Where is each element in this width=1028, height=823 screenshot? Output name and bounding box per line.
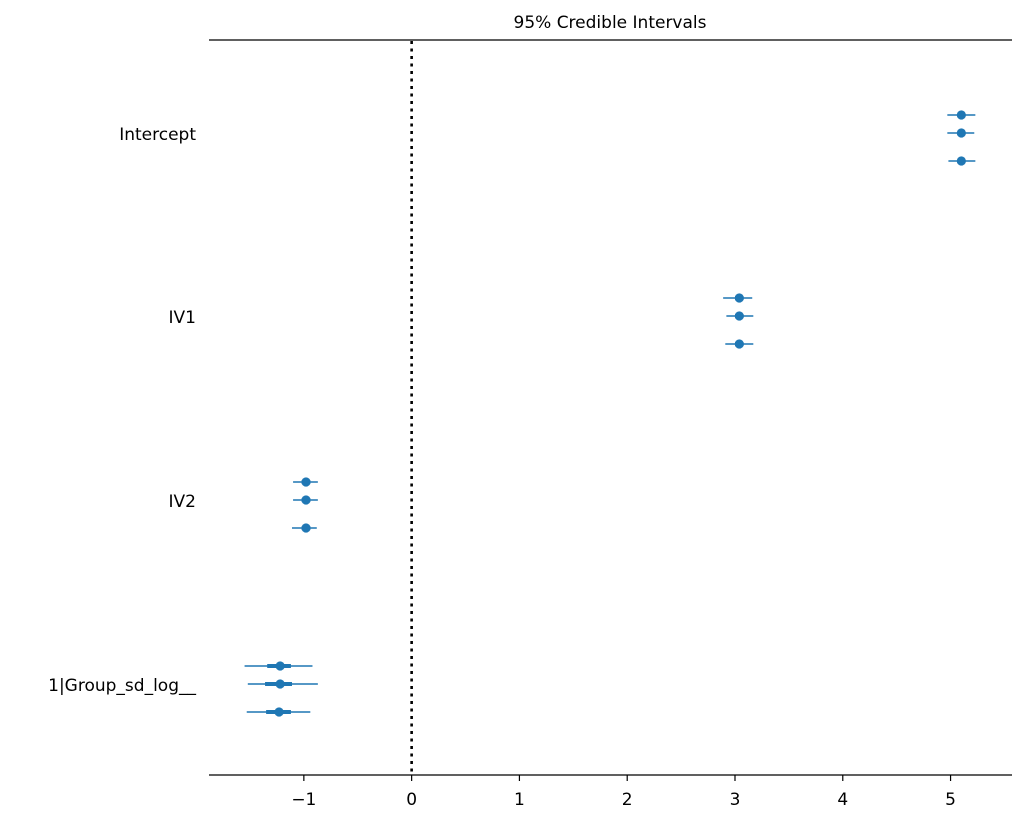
x-tick-label: 5 — [945, 790, 956, 810]
mean-point — [956, 128, 966, 138]
mean-point — [301, 495, 311, 505]
param-label: IV1 — [169, 308, 196, 328]
mean-point — [275, 679, 285, 689]
param-label: IV2 — [169, 492, 196, 512]
mean-point — [301, 477, 311, 487]
mean-point — [734, 339, 744, 349]
interval-marks — [244, 110, 976, 717]
mean-point — [301, 523, 311, 533]
mean-point — [274, 707, 284, 717]
x-tick-label: 3 — [730, 790, 741, 810]
mean-point — [275, 661, 285, 671]
param-label: Intercept — [119, 125, 196, 145]
mean-point — [956, 156, 966, 166]
mean-point — [734, 311, 744, 321]
param-label: 1|Group_sd_log__ — [48, 676, 196, 696]
x-tick-label: 0 — [406, 790, 417, 810]
x-axis: −1 0 1 2 3 4 5 — [291, 775, 956, 810]
x-tick-label: 4 — [837, 790, 848, 810]
chart-title: 95% Credible Intervals — [514, 13, 707, 33]
mean-point — [734, 293, 744, 303]
x-tick-label: −1 — [291, 790, 316, 810]
mean-point — [956, 110, 966, 120]
x-tick-label: 1 — [514, 790, 525, 810]
y-axis-labels: Intercept IV1 IV2 1|Group_sd_log__ — [48, 125, 196, 696]
x-tick-label: 2 — [622, 790, 633, 810]
